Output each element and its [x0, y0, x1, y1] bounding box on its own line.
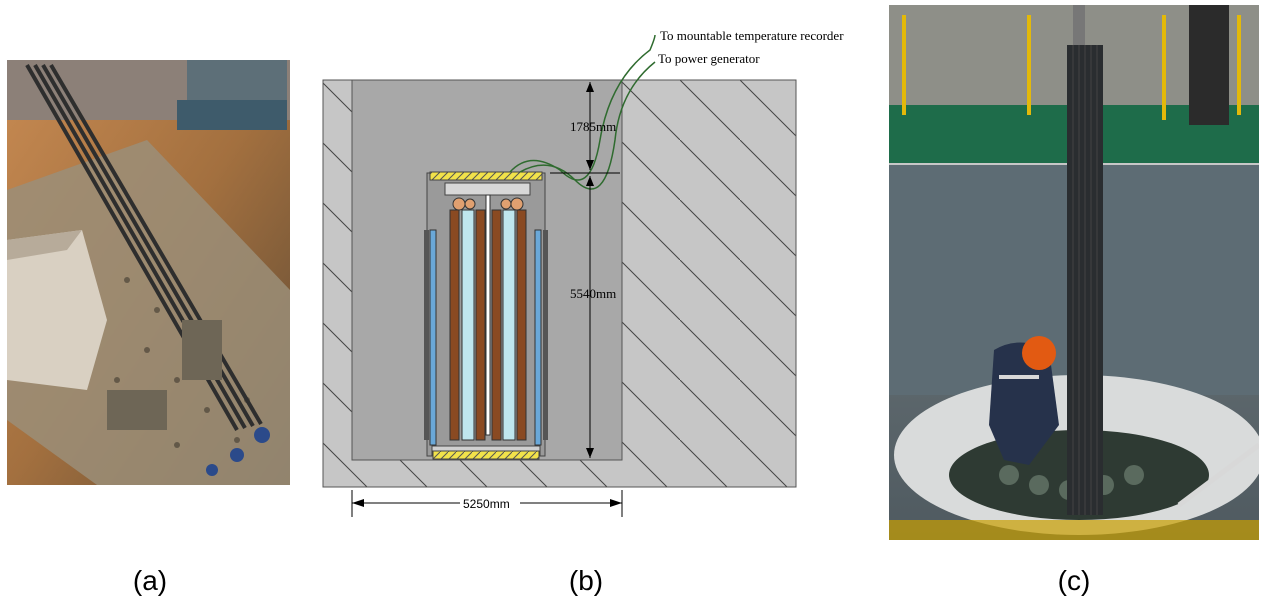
photo-a-drawing	[7, 60, 290, 485]
dim-width-label: 5250mm	[463, 497, 510, 511]
photo-a-rod-bundles	[7, 60, 290, 485]
bottom-yellow-plate	[432, 450, 540, 460]
heater-rods	[449, 194, 527, 441]
caption-c: (c)	[1057, 565, 1091, 596]
cable-temperature	[509, 34, 656, 181]
cable-power	[519, 61, 656, 190]
caption-b: (b)	[568, 565, 604, 596]
dim-top-label: 1785mm	[570, 119, 616, 134]
lifting-chain	[1073, 5, 1085, 45]
schematic-b-drawing: To mountable temperature recorder To pow…	[322, 28, 844, 517]
hard-hat	[1022, 336, 1056, 370]
photo-c-reactor-worker	[889, 5, 1264, 540]
schematic-b: To mountable temperature recorder To pow…	[320, 20, 880, 520]
caption-a: (a)	[132, 565, 168, 596]
label-temp-recorder: To mountable temperature recorder	[660, 28, 844, 43]
label-power-generator: To power generator	[658, 51, 760, 66]
worker	[989, 342, 1059, 465]
dim-height-label: 5540mm	[570, 286, 616, 301]
top-yellow-plate	[429, 171, 543, 181]
photo-c-drawing	[889, 5, 1264, 540]
